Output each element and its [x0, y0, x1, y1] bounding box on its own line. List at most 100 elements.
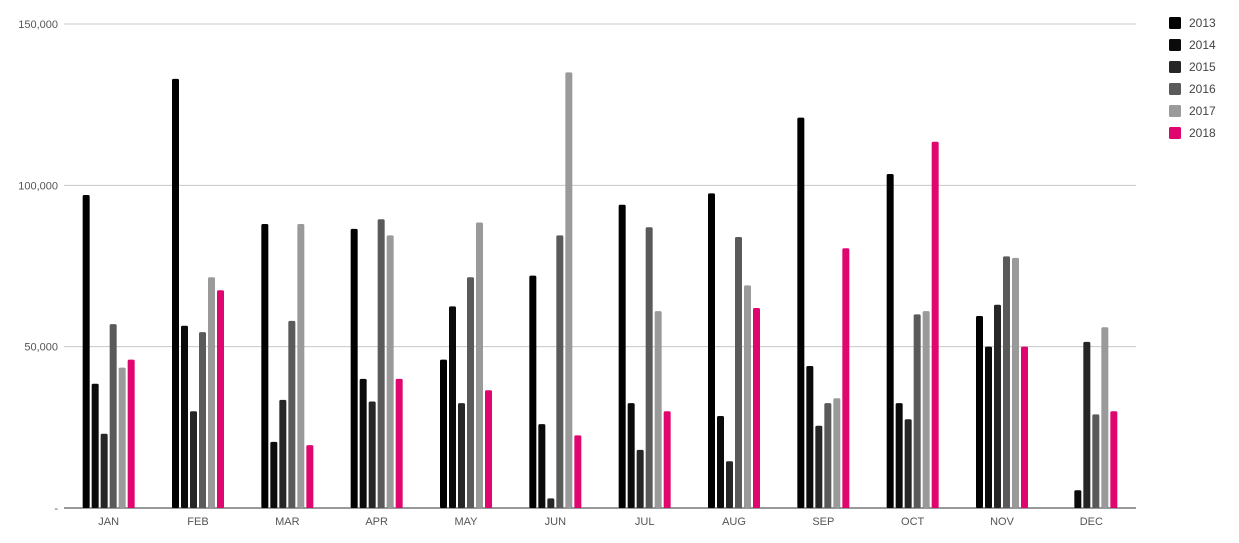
bar-feb-2016 [199, 332, 206, 508]
legend-label: 2015 [1189, 60, 1216, 74]
bar-may-2016 [467, 277, 474, 508]
bar-dec-2017 [1101, 327, 1109, 508]
bar-mar-2014 [270, 441, 278, 508]
y-tick-label: 100,000 [18, 180, 58, 192]
bar-oct-2015 [904, 419, 912, 508]
bar-jan-2017 [118, 367, 126, 508]
x-tick-label: MAY [454, 516, 478, 528]
bar-oct-2013 [886, 174, 894, 509]
bar-jul-2018 [663, 411, 671, 508]
bar-aug-2016 [735, 236, 742, 508]
legend-swatch [1169, 17, 1181, 29]
legend-label: 2013 [1189, 16, 1216, 30]
legend-label: 2016 [1189, 82, 1216, 96]
bar-dec-2014 [1074, 490, 1082, 508]
legend-label: 2014 [1189, 38, 1216, 52]
bar-may-2017 [476, 222, 483, 508]
bar-aug-2014 [717, 416, 724, 508]
bar-jun-2017 [565, 72, 573, 509]
bar-mar-2017 [297, 224, 305, 508]
x-axis: JAN FEB MAR APR MAY JUN JUL AUG SEP OCT NOV DEC [98, 516, 1103, 528]
y-tick-label: - [54, 503, 58, 515]
bar-aug-2018 [753, 307, 760, 508]
x-tick-label: MAR [275, 516, 300, 528]
bar-aug-2017 [744, 285, 751, 508]
x-tick-label: OCT [901, 516, 925, 528]
bar-sep-2015 [815, 425, 823, 508]
bar-nov-2017 [1012, 257, 1019, 508]
bar-jul-2015 [636, 449, 644, 508]
x-tick-label: APR [365, 516, 388, 528]
bar-nov-2013 [976, 316, 983, 508]
bar-feb-2015 [190, 411, 197, 508]
bar-feb-2014 [181, 325, 188, 508]
x-tick-label: NOV [990, 516, 1015, 528]
legend-label: 2018 [1189, 126, 1216, 140]
bar-may-2014 [449, 306, 456, 508]
bar-feb-2018 [217, 290, 224, 508]
bar-nov-2018 [1021, 346, 1028, 508]
bar-sep-2017 [833, 398, 841, 508]
bar-jan-2013 [82, 195, 90, 508]
bar-oct-2018 [931, 141, 939, 509]
bar-apr-2016 [377, 219, 385, 509]
x-tick-label: DEC [1080, 516, 1103, 528]
bar-nov-2014 [985, 346, 992, 508]
bar-jul-2017 [654, 311, 662, 508]
y-axis: - 50,000 100,000 150,000 [18, 19, 58, 515]
x-tick-label: FEB [187, 516, 208, 528]
bar-apr-2017 [386, 235, 394, 508]
bar-may-2018 [485, 390, 492, 508]
bar-sep-2016 [824, 403, 832, 508]
bar-jan-2015 [100, 433, 108, 508]
bar-mar-2018 [306, 445, 314, 508]
y-tick-label: 150,000 [18, 19, 58, 31]
bar-apr-2015 [368, 401, 376, 508]
legend-swatch [1169, 127, 1181, 139]
bar-dec-2016 [1092, 414, 1100, 508]
bar-jun-2018 [574, 435, 582, 508]
y-tick-label: 50,000 [24, 342, 58, 354]
gridlines [64, 23, 1136, 509]
bar-mar-2013 [261, 224, 269, 508]
bar-nov-2016 [1003, 256, 1010, 508]
bar-dec-2015 [1083, 341, 1091, 508]
legend-label: 2017 [1189, 104, 1216, 118]
legend-swatch [1169, 83, 1181, 95]
x-tick-label: SEP [812, 516, 834, 528]
bar-sep-2014 [806, 366, 814, 508]
bar-apr-2014 [359, 378, 367, 508]
bar-jul-2014 [627, 403, 635, 508]
bar-jul-2013 [618, 204, 626, 508]
x-tick-label: AUG [722, 516, 746, 528]
legend-swatch [1169, 61, 1181, 73]
bar-mar-2016 [288, 320, 296, 508]
x-tick-label: JUL [635, 516, 655, 528]
bar-jul-2016 [645, 227, 653, 508]
bar-feb-2017 [208, 277, 215, 508]
bar-jun-2015 [547, 498, 555, 508]
legend: 2013 2014 2015 2016 2017 2018 [1169, 16, 1216, 140]
x-tick-label: JAN [98, 516, 119, 528]
bar-oct-2014 [895, 403, 903, 508]
legend-swatch [1169, 39, 1181, 51]
bar-oct-2017 [922, 311, 930, 508]
bar-nov-2015 [994, 304, 1001, 508]
bar-may-2015 [458, 403, 465, 508]
bar-feb-2013 [172, 78, 179, 508]
bar-dec-2018 [1110, 411, 1118, 508]
bar-may-2013 [440, 359, 447, 508]
bar-jan-2014 [91, 383, 99, 508]
bar-mar-2015 [279, 399, 287, 508]
legend-swatch [1169, 105, 1181, 117]
bar-jan-2018 [127, 359, 135, 508]
x-tick-label: JUN [545, 516, 566, 528]
bar-aug-2015 [726, 461, 733, 508]
bar-jun-2014 [538, 424, 546, 508]
bars [82, 72, 1118, 509]
bar-apr-2013 [350, 228, 358, 509]
bar-aug-2013 [708, 193, 715, 508]
bar-sep-2013 [797, 117, 805, 508]
bar-jan-2016 [109, 324, 117, 508]
